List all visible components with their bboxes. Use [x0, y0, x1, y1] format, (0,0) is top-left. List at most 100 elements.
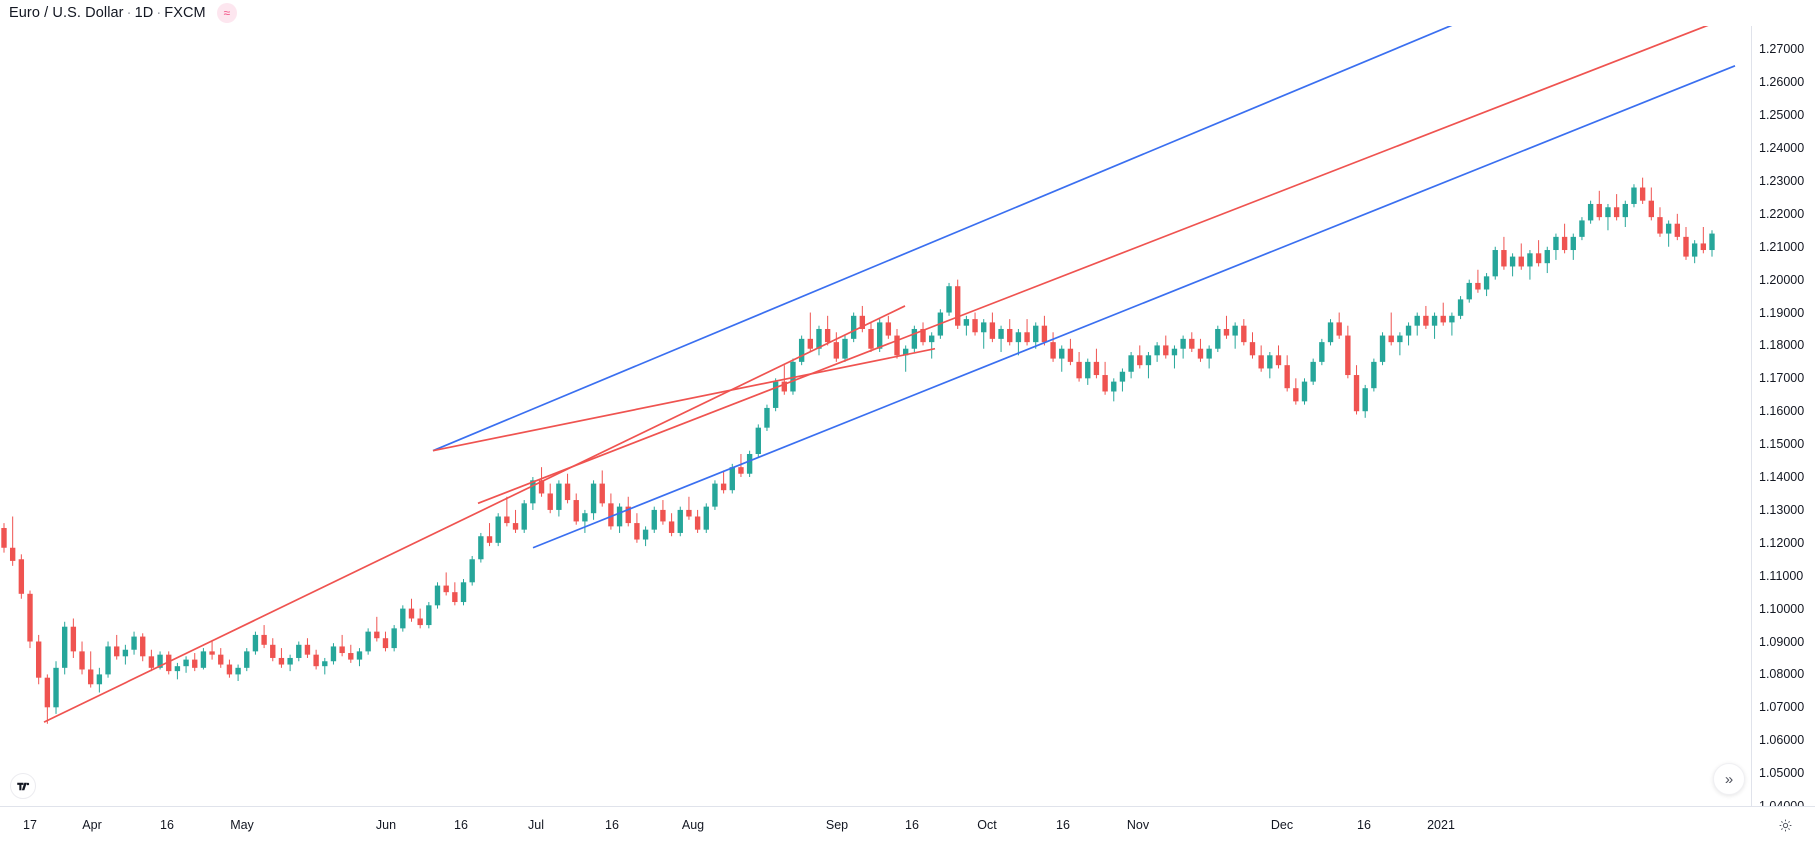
exchange-label: FXCM	[164, 5, 206, 21]
channel-median-line[interactable]	[477, 0, 1751, 505]
candle-body	[1405, 325, 1412, 336]
candle-body	[287, 657, 293, 665]
candle-body	[1345, 335, 1351, 376]
time-tick: Jul	[528, 818, 544, 832]
candlestick-plot[interactable]	[0, 0, 1751, 806]
uptrend-support-line[interactable]	[43, 305, 906, 723]
candle-body	[452, 592, 458, 603]
scroll-to-realtime-button[interactable]: »	[1713, 763, 1745, 795]
candle-body	[1137, 355, 1143, 366]
candle-body	[1076, 361, 1082, 379]
price-tick: 1.09000	[1759, 634, 1805, 649]
price-tick: 1.20000	[1759, 272, 1805, 287]
candle-body	[556, 483, 562, 510]
candle-body	[1102, 375, 1108, 392]
candle-body	[1085, 361, 1091, 379]
candle-body	[1605, 207, 1611, 218]
candle-body	[313, 654, 319, 667]
candle-body	[694, 516, 701, 530]
candle-body	[1535, 253, 1542, 264]
time-tick: Oct	[977, 818, 997, 832]
candle-body	[114, 646, 120, 657]
time-tick: Dec	[1270, 818, 1294, 832]
candle-body	[1189, 338, 1195, 349]
candle-body	[1301, 381, 1308, 402]
chart-settings-button[interactable]	[1773, 813, 1797, 837]
candle-body	[634, 523, 640, 540]
data-source-badge[interactable]: ≈	[216, 3, 237, 23]
price-tick: 1.25000	[1759, 108, 1805, 123]
candle-body	[1440, 315, 1446, 323]
candle-body	[1596, 203, 1602, 218]
time-tick: 16	[1357, 818, 1371, 832]
candle-body	[235, 667, 241, 675]
candle-body	[1015, 332, 1022, 343]
time-scale[interactable]: 17 Apr 16 May Jun 16 Jul 16 Aug Sep 16 Oct 16 Nov Dec 1…	[0, 806, 1815, 844]
candle-body	[1232, 325, 1238, 336]
candle-body	[807, 338, 814, 349]
title-separator-2: ·	[156, 5, 162, 21]
candle-body	[1631, 187, 1637, 204]
candle-body	[781, 381, 787, 392]
tradingview-logo[interactable]	[10, 773, 36, 799]
candle-body	[278, 657, 285, 665]
candle-body	[798, 338, 805, 362]
candle-body	[920, 328, 926, 343]
candle-body	[1180, 338, 1186, 349]
time-tick: Sep	[825, 818, 849, 832]
candle-body	[270, 644, 276, 658]
candle-body	[512, 523, 519, 530]
candle-body	[486, 536, 493, 543]
candle-body	[686, 509, 692, 517]
candle-body	[712, 483, 718, 507]
candle-body	[1249, 342, 1256, 356]
symbol-title[interactable]: Euro / U.S. Dollar · 1D · FXCM	[9, 5, 206, 21]
candle-body	[495, 516, 501, 543]
candle-body	[105, 646, 111, 675]
candle-body	[885, 322, 892, 336]
candle-body	[564, 483, 571, 501]
candle-body	[1353, 375, 1360, 412]
time-tick: Aug	[681, 818, 705, 832]
price-scale[interactable]: 1.280001.270001.260001.250001.240001.230…	[1751, 0, 1815, 813]
candle-body	[972, 319, 978, 333]
candle-body	[88, 669, 94, 685]
price-tick: 1.14000	[1759, 470, 1805, 485]
candle-body	[1163, 345, 1169, 356]
candle-body	[842, 338, 848, 359]
price-tick: 1.17000	[1759, 371, 1805, 386]
channel-lower-line[interactable]	[532, 65, 1736, 549]
candle-body	[18, 559, 25, 594]
candle-body	[1509, 256, 1516, 267]
candle-body	[1501, 250, 1507, 267]
candle-body	[261, 634, 267, 645]
candle-body	[1206, 348, 1212, 359]
candle-body	[720, 483, 727, 491]
candle-body	[478, 536, 484, 560]
candle-body	[296, 644, 302, 658]
candle-body	[157, 654, 163, 668]
time-tick: 16	[1056, 818, 1070, 832]
price-tick: 1.24000	[1759, 141, 1805, 156]
candle-body	[1561, 236, 1568, 251]
candle-body	[989, 322, 996, 339]
candle-body	[859, 315, 866, 329]
candle-body	[226, 664, 233, 675]
time-tick: Jun	[375, 818, 397, 832]
candle-body	[755, 427, 761, 454]
short-downtrend-line[interactable]	[432, 347, 936, 452]
candle-body	[330, 646, 337, 662]
candle-body	[192, 659, 198, 668]
candle-body	[1310, 361, 1316, 382]
candle-body	[1067, 348, 1074, 362]
candle-body	[1371, 361, 1377, 389]
candle-body	[573, 500, 579, 522]
candle-body	[322, 661, 328, 667]
chart-header: Euro / U.S. Dollar · 1D · FXCM ≈	[0, 0, 1815, 26]
candle-body	[209, 651, 215, 655]
interval-label: 1D	[134, 5, 154, 21]
channel-upper-line[interactable]	[432, 0, 1540, 452]
candle-body	[955, 286, 961, 326]
